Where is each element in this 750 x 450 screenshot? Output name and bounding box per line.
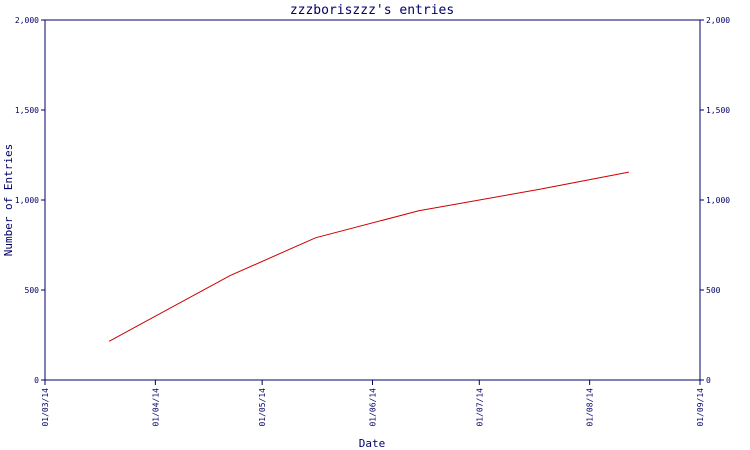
x-tick-label: 01/05/14 [258,388,267,427]
y-tick-label-left: 0 [34,376,39,385]
y-axis-title: Number of Entries [2,144,15,257]
y-tick-label-right: 1,500 [706,106,730,115]
chart-title: zzzboriszzz's entries [290,3,454,18]
y-tick-label-right: 1,000 [706,196,730,205]
y-tick-label-left: 500 [25,286,40,295]
y-tick-label-left: 1,500 [15,106,39,115]
x-tick-label: 01/03/14 [41,388,50,427]
y-tick-label-right: 0 [706,376,711,385]
x-tick-label: 01/09/14 [696,388,705,427]
y-tick-label-right: 500 [706,286,721,295]
x-tick-label: 01/06/14 [369,388,378,427]
series-layer [108,171,629,342]
series-line [108,171,629,342]
x-tick-label: 01/08/14 [586,388,595,427]
y-tick-label-right: 2,000 [706,16,730,25]
y-tick-label-left: 1,000 [15,196,39,205]
plot-area-frame [44,19,701,381]
y-tick-label-left: 2,000 [15,16,39,25]
x-tick-label: 01/04/14 [151,388,160,427]
x-axis-title: Date [359,437,386,450]
ticks-layer: 01/03/14 01/04/14 01/05/14 01/06/14 01/07/14… [15,16,730,427]
x-tick-label: 01/07/14 [475,388,484,427]
